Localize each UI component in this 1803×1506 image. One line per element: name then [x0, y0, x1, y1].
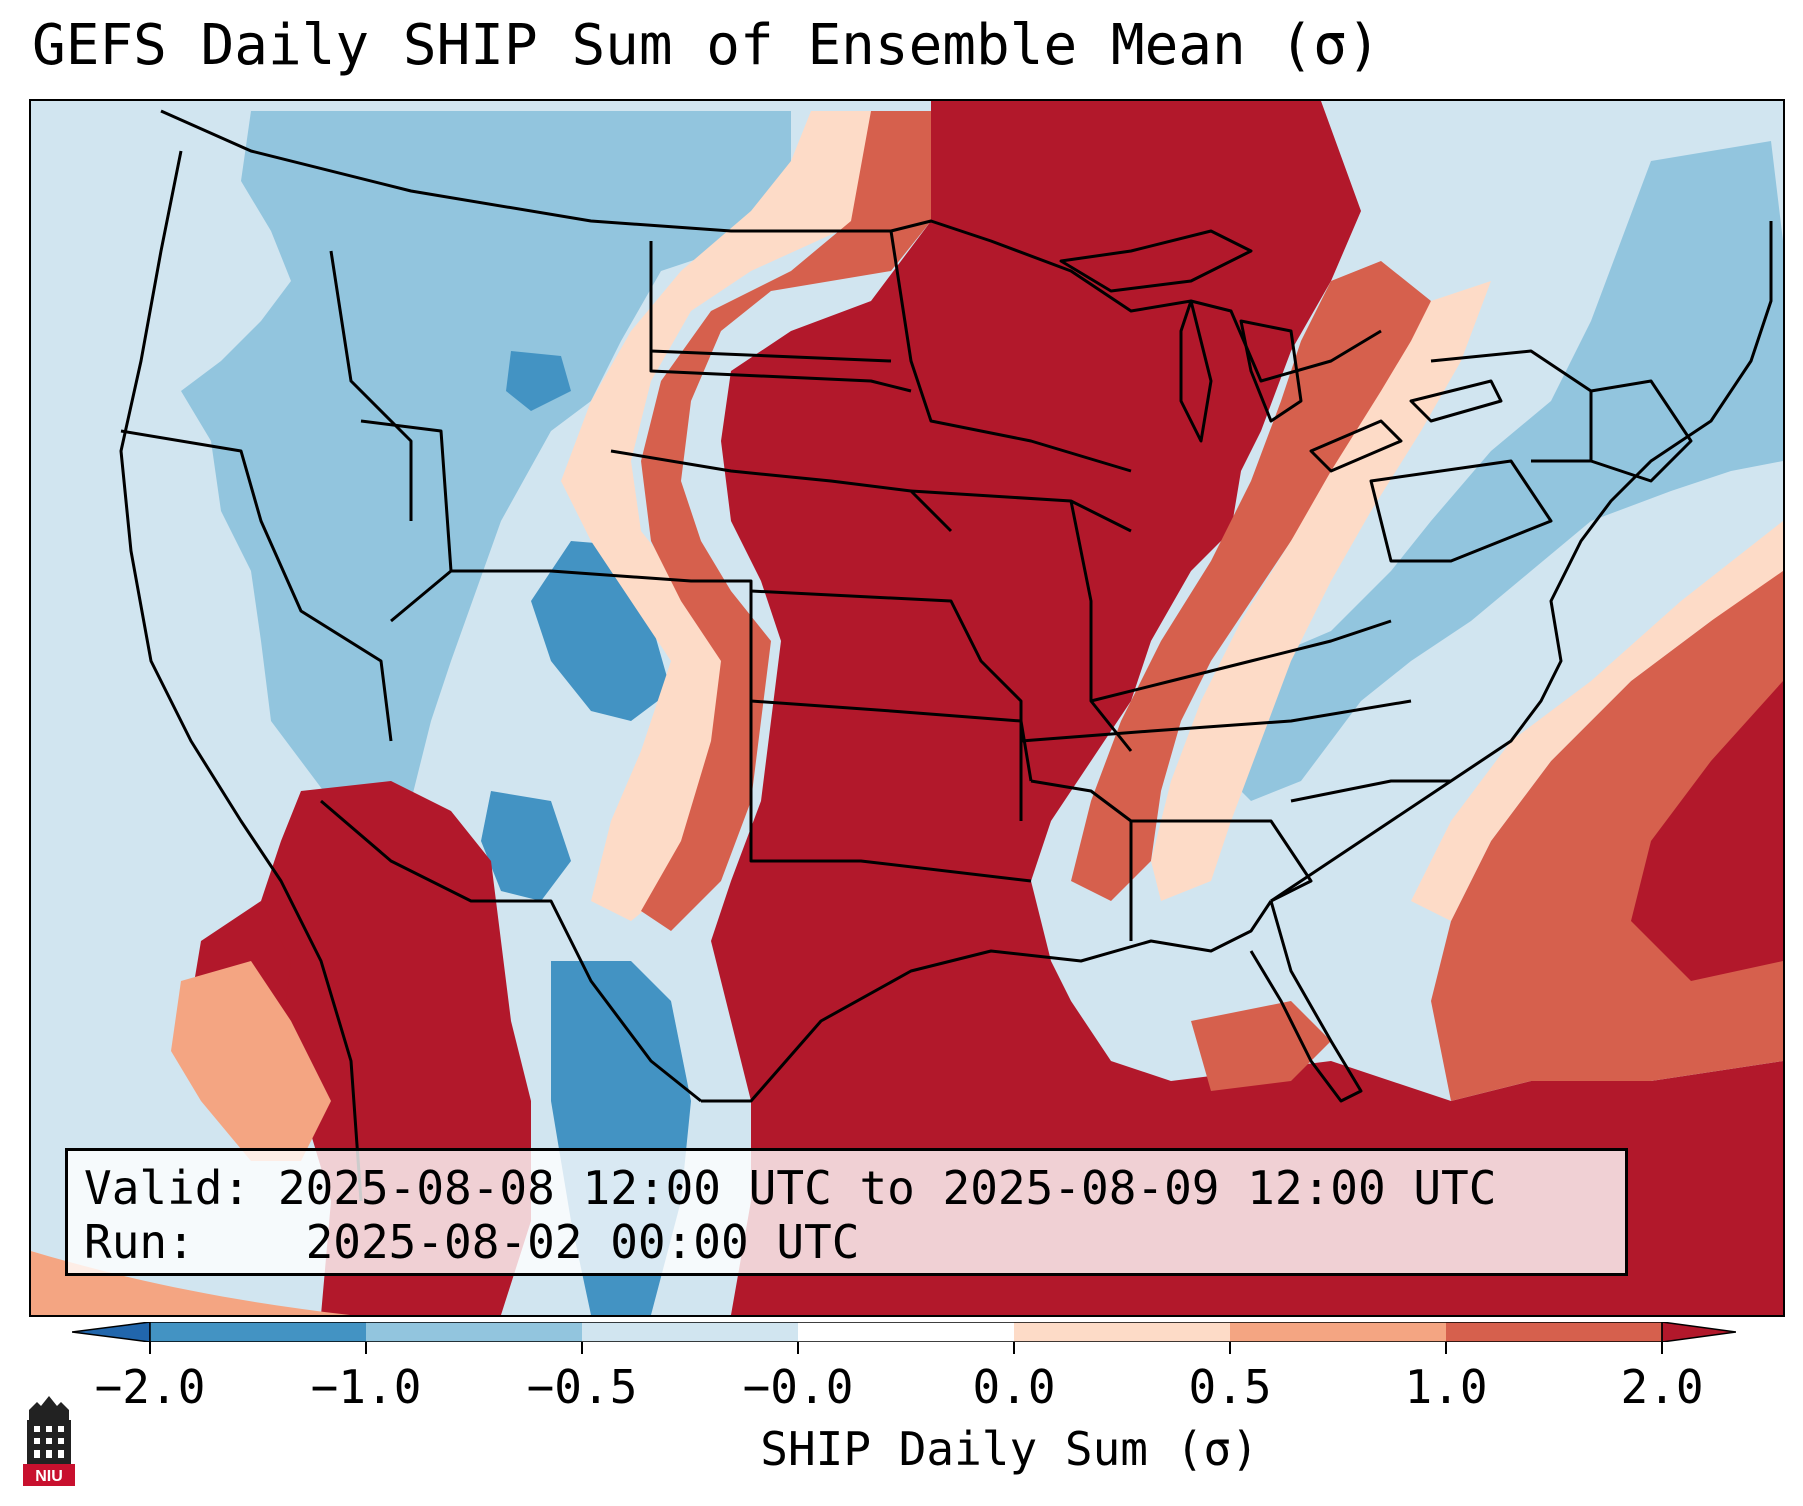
- colorbar: [72, 1322, 1736, 1342]
- tick-mark: [1661, 1342, 1663, 1354]
- field-western-blue: [181, 111, 791, 821]
- tick-mark: [149, 1342, 151, 1354]
- line-co: [451, 569, 753, 701]
- line-ga: [1131, 819, 1313, 903]
- field-atlantic-peach: [1411, 521, 1783, 921]
- field-nm-blue: [481, 791, 571, 901]
- field-lakes-orange: [1071, 261, 1431, 901]
- colorbar-label-row: SHIP Daily Sum (σ): [0, 1426, 1803, 1472]
- line-ky: [1090, 619, 1392, 703]
- field-gulf-orange: [1191, 1001, 1331, 1091]
- tick-label: 0.0: [972, 1360, 1056, 1414]
- line-sc: [1290, 779, 1451, 803]
- map-panel[interactable]: [29, 99, 1785, 1317]
- field-west-orange: [641, 111, 931, 931]
- lake-michigan: [1179, 299, 1213, 443]
- tick-mark: [1229, 1342, 1231, 1354]
- lake-ontario: [1409, 379, 1503, 423]
- field-northeast-blue: [1211, 141, 1783, 801]
- colorbar-seg-6: [1230, 1322, 1446, 1342]
- run-row: Run: 2025-08-02 00:00 UTC: [84, 1215, 1625, 1269]
- line-mn: [889, 230, 1132, 473]
- university-tower-icon: NIU: [23, 1396, 75, 1486]
- colorbar-label: SHIP Daily Sum (σ): [760, 1422, 1259, 1476]
- field-atlantic-red: [1631, 681, 1783, 981]
- line-tn: [1020, 699, 1412, 743]
- border-mx: [320, 799, 702, 1103]
- chart-title: GEFS Daily SHIP Sum of Ensemble Mean (σ): [32, 13, 1381, 78]
- tick-label: −2.0: [94, 1360, 206, 1414]
- lake-superior: [1059, 229, 1253, 293]
- ship-map: [31, 101, 1783, 1315]
- run-label: Run:: [84, 1215, 195, 1269]
- tick-mark: [581, 1342, 583, 1354]
- tick-label: 0.5: [1188, 1360, 1272, 1414]
- lake-huron: [1239, 319, 1303, 423]
- lake-erie: [1309, 419, 1403, 473]
- line-tx: [749, 701, 1032, 883]
- state-boundaries: [119, 109, 1773, 1202]
- colorbar-extend-min: [72, 1322, 151, 1342]
- tick-mark: [365, 1342, 367, 1354]
- tick-mark: [1445, 1342, 1447, 1354]
- colorbar-seg-7: [1446, 1322, 1662, 1342]
- east-coast: [1270, 221, 1773, 903]
- west-coast: [119, 150, 363, 1202]
- logo-text: NIU: [35, 1468, 63, 1485]
- colorbar-seg-3: [582, 1322, 798, 1342]
- line-ms: [1030, 779, 1133, 941]
- gulf-coast: [701, 900, 1273, 1103]
- tick-mark: [797, 1342, 799, 1354]
- colorbar-seg-2: [366, 1322, 582, 1342]
- field-central-red: [711, 101, 1783, 1315]
- line-49: [329, 250, 413, 521]
- colorbar-extend-max: [1661, 1322, 1736, 1342]
- line-il: [1069, 500, 1133, 752]
- tick-mark: [1013, 1342, 1015, 1354]
- field-bottom-peach: [31, 1251, 731, 1315]
- run-value: 2025-08-02 00:00 UTC: [305, 1215, 860, 1269]
- line-ne: [610, 449, 953, 533]
- colorbar-seg-5: [1014, 1322, 1230, 1342]
- colorbar-seg-4: [798, 1322, 1014, 1342]
- field-pacific-orange: [171, 961, 331, 1161]
- tick-label: −0.5: [526, 1360, 638, 1414]
- tick-label: 2.0: [1620, 1360, 1704, 1414]
- colorbar-seg-1: [150, 1322, 366, 1342]
- line-sd: [650, 349, 892, 363]
- field-lakes-peach: [1151, 281, 1491, 901]
- us-canada-border: [160, 109, 1382, 383]
- tick-label: −0.0: [742, 1360, 854, 1414]
- florida: [1249, 900, 1363, 1103]
- line-dakotas: [649, 241, 912, 393]
- field-wy-blue: [506, 351, 571, 411]
- line-ne-states: [1590, 379, 1693, 483]
- colorbar-ticks: −2.0 −1.0 −0.5 −0.0 0.0 0.5 1.0 2.0: [0, 1342, 1803, 1422]
- line-nv: [120, 429, 393, 742]
- line-pa: [1369, 459, 1553, 563]
- valid-row: Valid: 2025-08-08 12:00 UTC to 2025-08-0…: [84, 1161, 1625, 1215]
- line-ut: [360, 419, 453, 623]
- tick-label: −1.0: [310, 1360, 422, 1414]
- valid-label: Valid:: [84, 1161, 251, 1215]
- valid-value: 2025-08-08 12:00 UTC to 2025-08-09 12:00…: [277, 1161, 1497, 1215]
- tick-label: 1.0: [1404, 1360, 1488, 1414]
- line-ok: [750, 699, 1033, 782]
- valid-run-box: Valid: 2025-08-08 12:00 UTC to 2025-08-0…: [65, 1148, 1628, 1276]
